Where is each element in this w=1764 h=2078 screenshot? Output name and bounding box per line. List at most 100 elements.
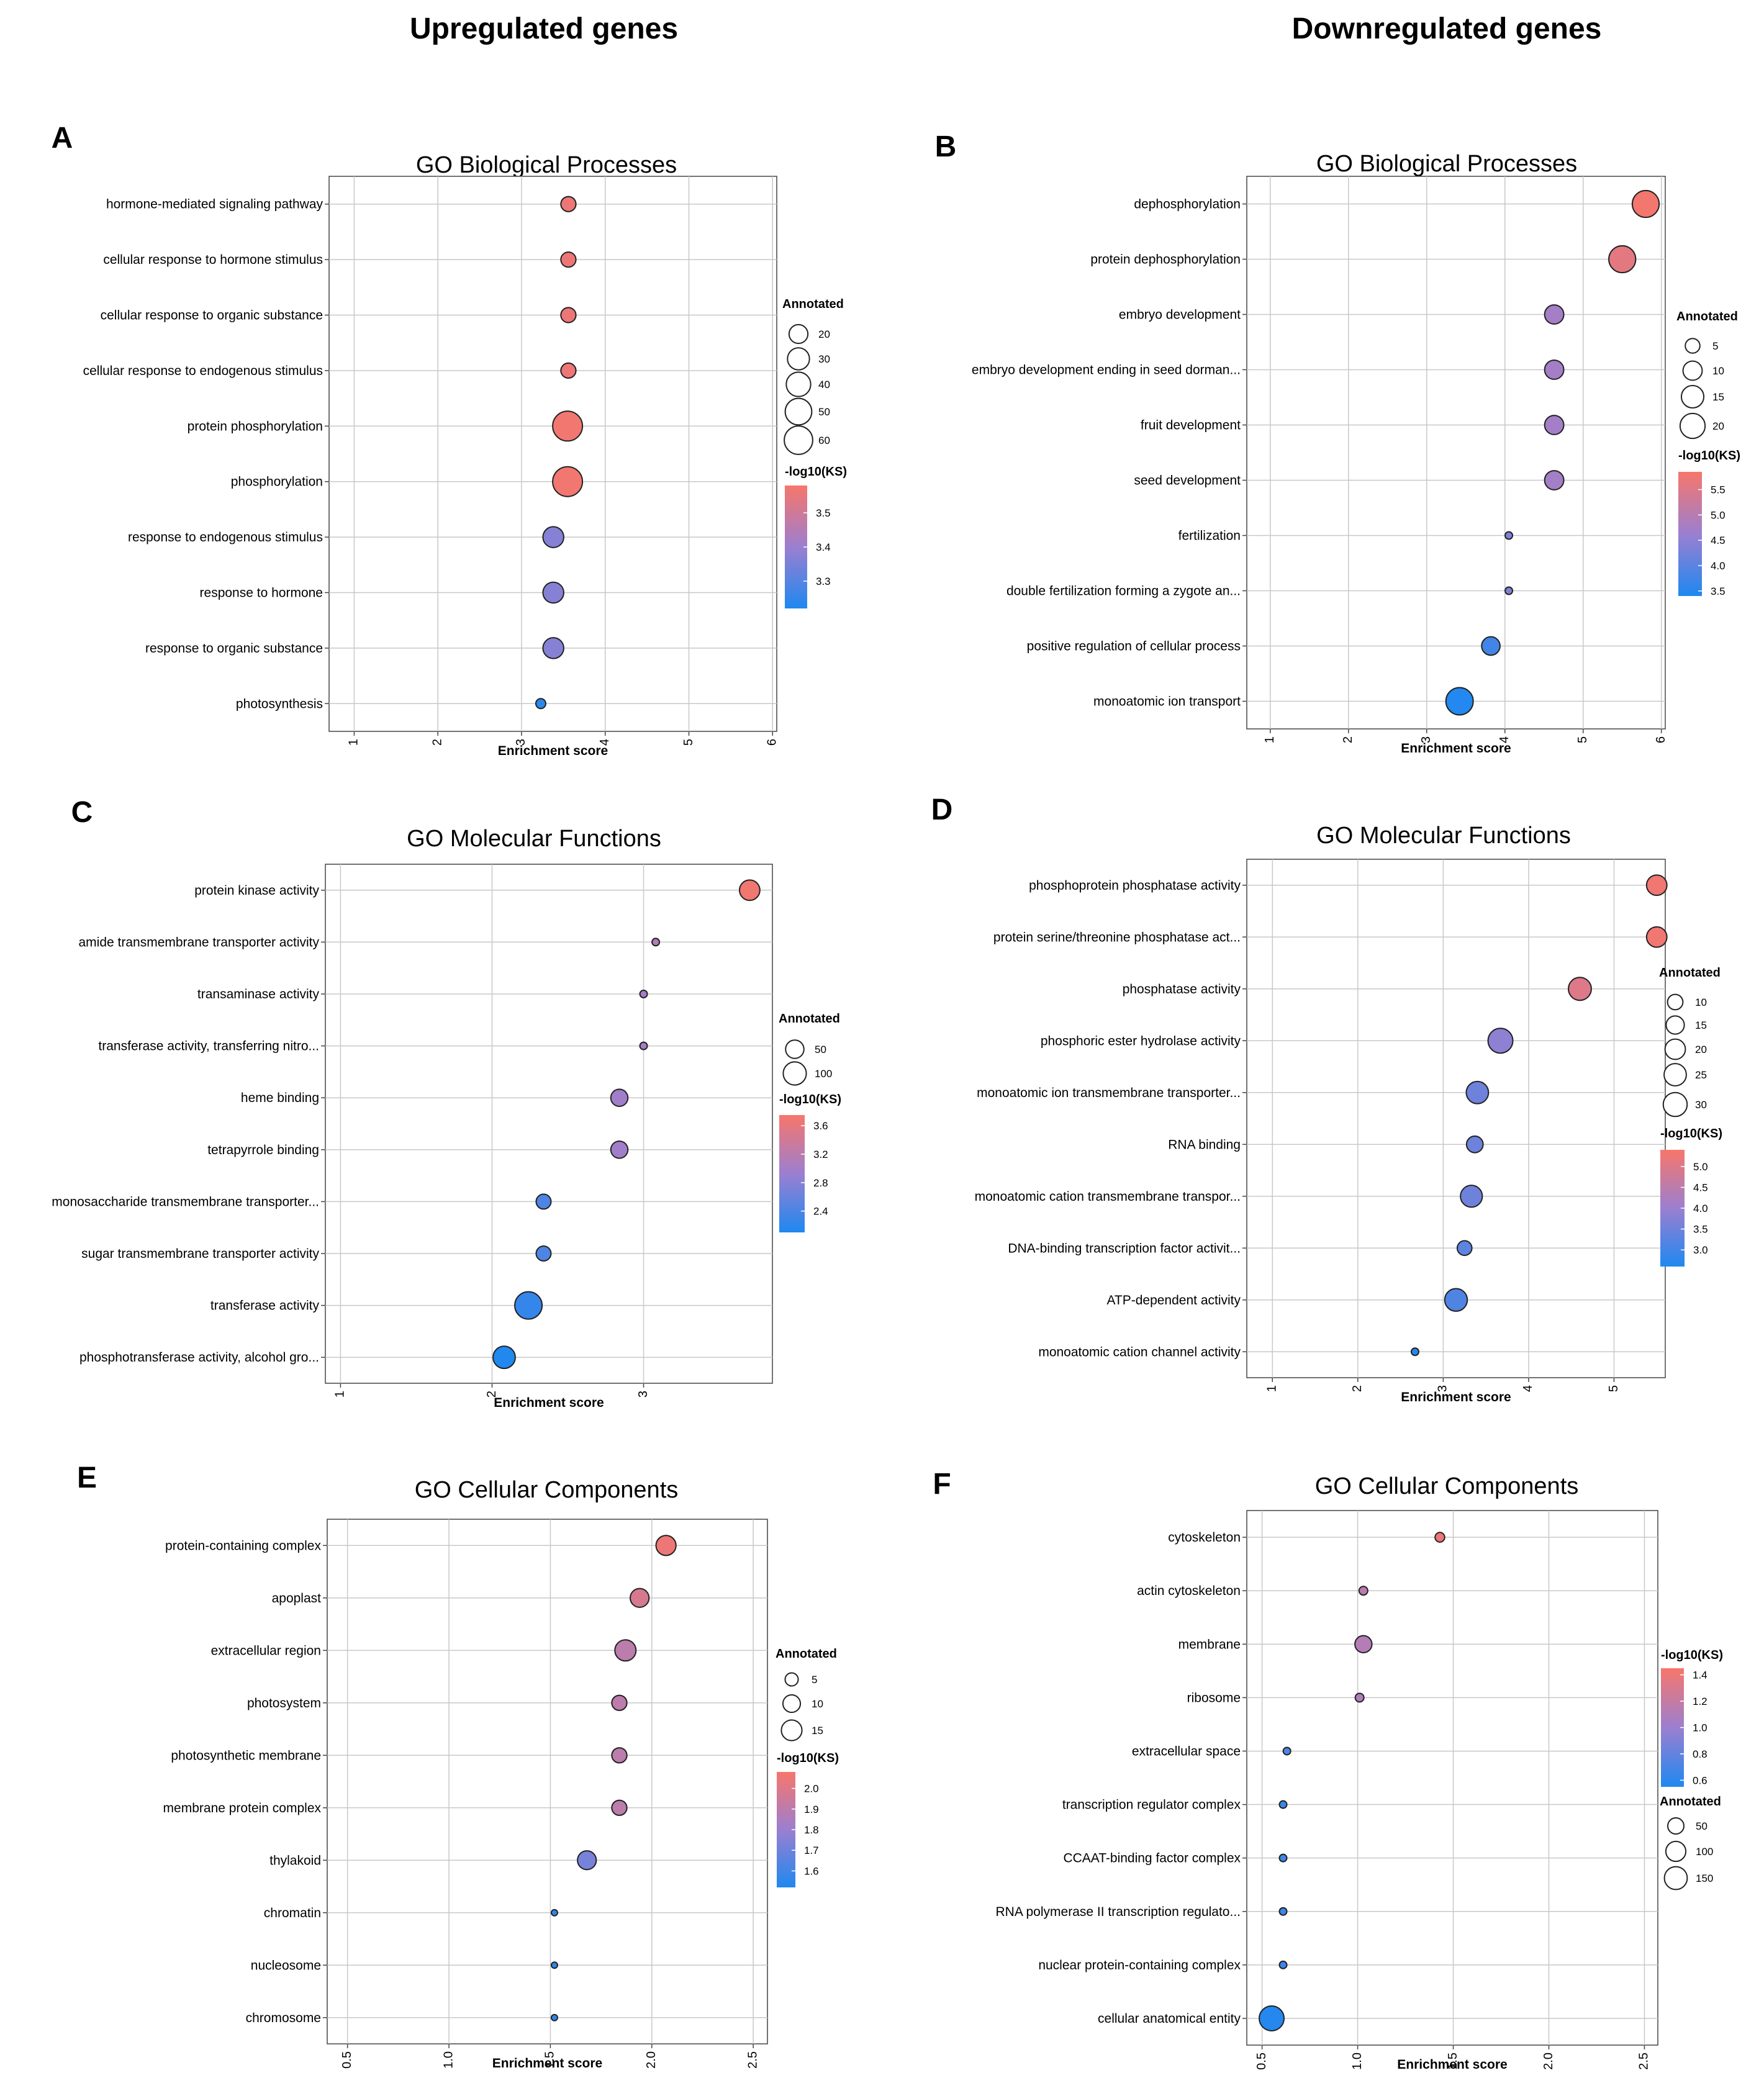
category-label-f: actin cytoskeleton [1137,1584,1241,1598]
size-legend-label-e: 15 [812,1725,823,1737]
category-label-a: photosynthesis [236,697,323,711]
data-point-b [1608,245,1637,274]
category-label-a: protein phosphorylation [188,419,323,433]
data-point-d [1460,1185,1483,1208]
size-legend-label-e: 10 [812,1698,823,1710]
size-legend-label-f: 100 [1696,1846,1713,1858]
data-point-e [611,1799,628,1816]
data-point-c [535,1193,552,1210]
colorbar-tick-label-f: 1.2 [1693,1696,1707,1707]
data-point-d [1456,1240,1473,1257]
size-legend-label-a: 30 [818,353,830,365]
x-tick-label-a: 2 [430,739,444,746]
data-point-f [1434,1532,1445,1543]
category-label-c: protein kinase activity [194,883,319,898]
data-point-d [1465,1135,1484,1154]
colorbar-tick-label-c: 2.4 [813,1206,828,1217]
category-label-d: ATP-dependent activity [1106,1293,1241,1308]
data-point-e [611,1694,628,1711]
data-point-f [1278,1960,1288,1969]
category-label-e: chromatin [264,1906,321,1920]
x-tick-label-e: 2.0 [645,2051,658,2069]
category-label-f: nuclear protein-containing complex [1038,1958,1241,1972]
size-legend-circle-a [787,347,810,371]
category-label-d: monoatomic cation transmembrane transpor… [975,1190,1241,1204]
data-point-e [630,1588,650,1608]
size-legend-label-a: 20 [818,328,830,340]
category-label-c: tetrapyrrole binding [207,1143,319,1157]
colorbar-tick-label-d: 4.5 [1693,1181,1708,1193]
category-label-f: extracellular space [1132,1744,1241,1758]
category-label-d: monoatomic cation channel activity [1038,1345,1241,1359]
size-legend-circle-c [782,1061,807,1086]
data-point-a [560,307,577,323]
size-legend-label-d: 20 [1695,1044,1707,1055]
panel-b: B GO Biological Processes 1 2 3 4 5 6 dephosphor… [935,130,1740,756]
x-tick-label-d: 5 [1607,1385,1621,1392]
size-legend-circle-f [1663,1866,1688,1891]
data-point-e [577,1850,597,1871]
colorbar-tick-label-b: 4.0 [1711,560,1726,572]
x-tick-label-d: 1 [1265,1385,1279,1392]
x-axis-label-b: Enrichment score [1401,741,1511,756]
x-tick-label-f: 2.5 [1637,2053,1651,2070]
data-point-a [560,251,577,268]
panel-title-b: GO Biological Processes [1316,151,1577,177]
panel-title-a: GO Biological Processes [416,152,677,178]
colorbar-tick-label-f: 1.0 [1693,1722,1707,1734]
category-label-d: DNA-binding transcription factor activit… [1008,1241,1241,1255]
data-point-c [651,937,661,947]
panel-title-f: GO Cellular Components [1315,1473,1579,1499]
size-legend-circle-b [1680,384,1705,409]
colorbar-tick-label-c: 2.8 [813,1177,828,1189]
panel-letter-d: D [931,793,953,826]
category-label-e: thylakoid [269,1853,321,1868]
category-label-e: membrane protein complex [163,1801,322,1815]
size-legend-label-d: 10 [1695,996,1707,1008]
data-point-a [560,362,577,379]
size-legend-label-a: 40 [818,379,830,391]
plot-frame-c [325,864,773,1384]
colorbar-tick-label-a: 3.3 [816,576,831,587]
size-legend-circle-d [1663,1063,1687,1086]
colorbar-tick-label-e: 1.7 [804,1845,819,1856]
data-point-a [542,581,564,604]
data-point-a [542,637,564,659]
data-point-f [1259,2005,1285,2031]
size-legend-label-b: 10 [1712,365,1724,377]
x-tick-label-d: 3 [1436,1385,1450,1392]
x-tick-label-e: 1.5 [543,2051,557,2069]
category-label-a: hormone-mediated signaling pathway [106,197,323,212]
category-label-b: protein dephosphorylation [1090,253,1241,267]
data-point-b [1481,636,1501,656]
column-header-upregulated: Upregulated genes [410,12,678,45]
size-legend-label-b: 20 [1712,420,1724,432]
x-tick-label-a: 6 [766,739,779,746]
column-header-downregulated: Downregulated genes [1292,12,1602,45]
category-label-c: phosphotransferase activity, alcohol gro… [79,1350,319,1365]
category-label-d: phosphoric ester hydrolase activity [1041,1034,1241,1048]
plot-frame-f [1246,1510,1658,2046]
color-legend-title-c: -log10(KS) [779,1093,841,1106]
data-point-e [611,1747,628,1764]
size-legend-circle-d [1662,1091,1688,1118]
panel-c: C GO Molecular Functions 1 2 3 protein kinase… [52,796,841,1410]
x-tick-label-b: 1 [1263,736,1277,743]
colorbar-tick-label-d: 3.0 [1693,1244,1708,1256]
data-point-d [1444,1288,1468,1312]
category-label-f: cytoskeleton [1168,1530,1241,1545]
data-point-b [1631,189,1660,219]
x-axis-label-e: Enrichment score [492,2056,602,2071]
colorbar-tick-label-b: 5.5 [1711,484,1726,496]
x-tick-label-b: 2 [1341,736,1355,743]
category-label-f: cellular anatomical entity [1098,2012,1241,2026]
category-label-c: amide transmembrane transporter activity [79,935,320,949]
data-point-c [492,1345,516,1370]
colorbar-d [1660,1150,1685,1267]
size-legend-label-a: 50 [818,406,830,418]
panel-title-e: GO Cellular Components [415,1477,679,1503]
size-legend-label-b: 15 [1712,391,1724,403]
x-axis-label-a: Enrichment score [498,744,608,758]
colorbar-tick-label-f: 0.8 [1693,1748,1707,1760]
x-tick-label-c: 2 [485,1391,499,1398]
